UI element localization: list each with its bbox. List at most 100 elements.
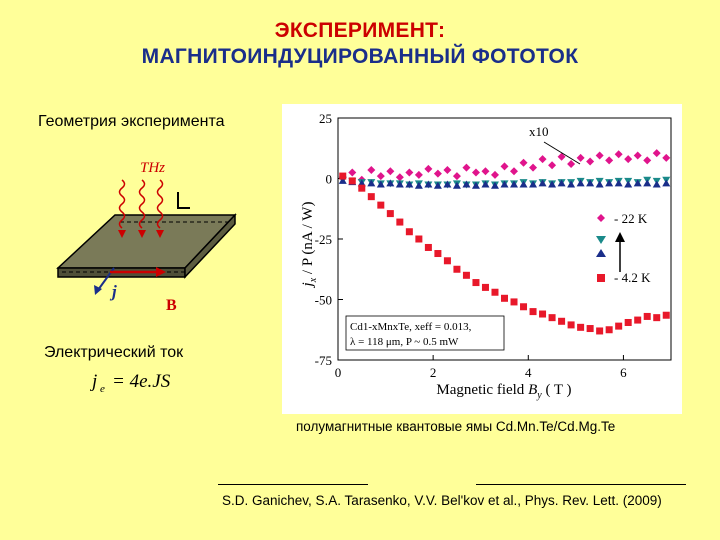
data-point-series-3 — [586, 325, 594, 333]
data-point-series-0 — [348, 168, 357, 177]
y-tick-label: 0 — [326, 172, 333, 187]
thz-wave-1 — [118, 179, 126, 229]
legend-marker-blue — [596, 249, 606, 257]
legend-label-22k: - 22 K — [614, 211, 648, 226]
data-point-series-2 — [586, 179, 595, 187]
title-line-1: ЭКСПЕРИМЕНТ: — [274, 19, 446, 42]
data-point-series-2 — [481, 180, 490, 188]
y-axis-label: jx / P (nA / W) — [300, 202, 319, 289]
data-point-series-2 — [500, 180, 509, 188]
data-point-series-0 — [414, 170, 423, 179]
data-point-series-2 — [443, 180, 452, 188]
data-point-series-0 — [500, 162, 509, 171]
data-point-series-3 — [434, 250, 442, 258]
data-point-series-3 — [567, 321, 575, 329]
data-point-series-3 — [596, 327, 604, 335]
legend-marker-teal — [596, 236, 606, 244]
data-point-series-3 — [453, 265, 461, 273]
x-tick-label: 0 — [335, 365, 342, 380]
data-point-series-2 — [567, 180, 576, 188]
chart-axes: 0 2 4 6 25 0 -25 -50 -75 — [315, 111, 628, 380]
data-point-series-2 — [519, 180, 528, 188]
data-point-series-0 — [586, 157, 595, 166]
data-point-series-3 — [643, 312, 651, 320]
data-point-series-2 — [386, 179, 395, 187]
formula-lhs: j — [89, 371, 97, 392]
data-point-series-3 — [339, 172, 347, 180]
data-point-series-2 — [614, 179, 623, 187]
thz-arrowhead-3 — [156, 230, 164, 238]
sample-side-face — [184, 213, 236, 279]
temperature-arrowhead — [615, 232, 625, 242]
data-point-series-3 — [462, 271, 470, 279]
data-point-series-3 — [501, 294, 508, 302]
chart-legend: - 22 K - 4.2 K — [596, 211, 651, 285]
data-point-series-2 — [538, 179, 547, 187]
figure-caption: полумагнитные квантовые ямы Cd.Mn.Te/Cd.… — [296, 419, 616, 434]
x-tick-label: 4 — [525, 365, 532, 380]
data-point-series-3 — [615, 322, 623, 330]
data-point-series-0 — [548, 161, 557, 170]
data-point-series-2 — [529, 180, 538, 188]
legend-label-4k: - 4.2 K — [614, 270, 651, 285]
j-label: j — [109, 282, 117, 301]
sample-top-face — [56, 214, 237, 269]
data-point-series-0 — [386, 167, 395, 176]
data-point-series-3 — [558, 317, 566, 325]
photocurrent-chart: 0 2 4 6 25 0 -25 -50 -75 jx / P (nA / W) Magneti… — [282, 104, 682, 414]
data-point-series-2 — [424, 180, 433, 188]
data-point-series-3 — [662, 311, 670, 319]
data-point-series-0 — [643, 156, 652, 165]
data-point-series-0 — [395, 173, 404, 182]
data-point-series-3 — [472, 279, 480, 287]
data-point-series-3 — [577, 323, 585, 331]
multiplier-label: x10 — [529, 124, 549, 139]
data-point-series-0 — [443, 166, 452, 175]
formula-lhs-sub: e — [100, 383, 105, 395]
sample-info-box — [345, 315, 505, 351]
data-point-series-3 — [415, 235, 423, 243]
data-point-series-2 — [557, 179, 566, 187]
data-point-series-3 — [377, 201, 385, 209]
data-point-series-2 — [548, 180, 557, 188]
data-point-series-0 — [519, 158, 528, 167]
data-point-series-3 — [348, 177, 356, 185]
data-point-series-2 — [471, 181, 480, 189]
data-point-series-2 — [662, 179, 671, 187]
data-point-series-0 — [481, 167, 490, 176]
data-point-series-3 — [548, 314, 556, 322]
data-point-series-2 — [405, 180, 414, 188]
sample-info-line-1: Cd1-xMnxTe, xeff = 0.013, — [350, 321, 472, 333]
thz-beams — [118, 179, 164, 229]
reference-citation: S.D. Ganichev, S.A. Tarasenko, V.V. Bel'… — [222, 493, 662, 508]
data-point-series-0 — [605, 156, 614, 165]
multiplier-pointer — [543, 141, 581, 165]
legend-marker-4k — [597, 274, 605, 282]
data-point-series-0 — [376, 172, 385, 181]
data-point-series-3 — [539, 310, 547, 318]
y-tick-label: -50 — [315, 293, 332, 308]
data-point-series-2 — [462, 180, 471, 188]
data-point-series-2 — [338, 176, 347, 184]
formula-rhs: = 4e.JS — [112, 371, 171, 392]
data-point-series-3 — [386, 210, 394, 218]
data-point-series-0 — [471, 168, 480, 177]
data-point-series-3 — [529, 308, 537, 316]
y-tick-label: -25 — [315, 232, 332, 247]
data-point-series-3 — [443, 257, 451, 265]
x-label-var: B — [528, 382, 537, 398]
data-point-series-2 — [376, 180, 385, 188]
y-tick-label: -75 — [315, 353, 332, 368]
data-point-series-2 — [652, 180, 661, 188]
data-point-series-0 — [576, 153, 585, 162]
data-point-series-3 — [520, 303, 528, 311]
data-point-series-0 — [538, 155, 547, 164]
current-formula: j e = 4e.JS — [89, 371, 171, 395]
data-point-series-0 — [529, 163, 538, 172]
data-point-series-2 — [605, 179, 614, 187]
data-point-series-0 — [405, 168, 414, 177]
data-point-series-0 — [624, 155, 633, 164]
data-point-series-3 — [491, 288, 499, 296]
b-arrowhead — [156, 267, 166, 277]
geometry-diagram: THz j B — [56, 160, 237, 314]
